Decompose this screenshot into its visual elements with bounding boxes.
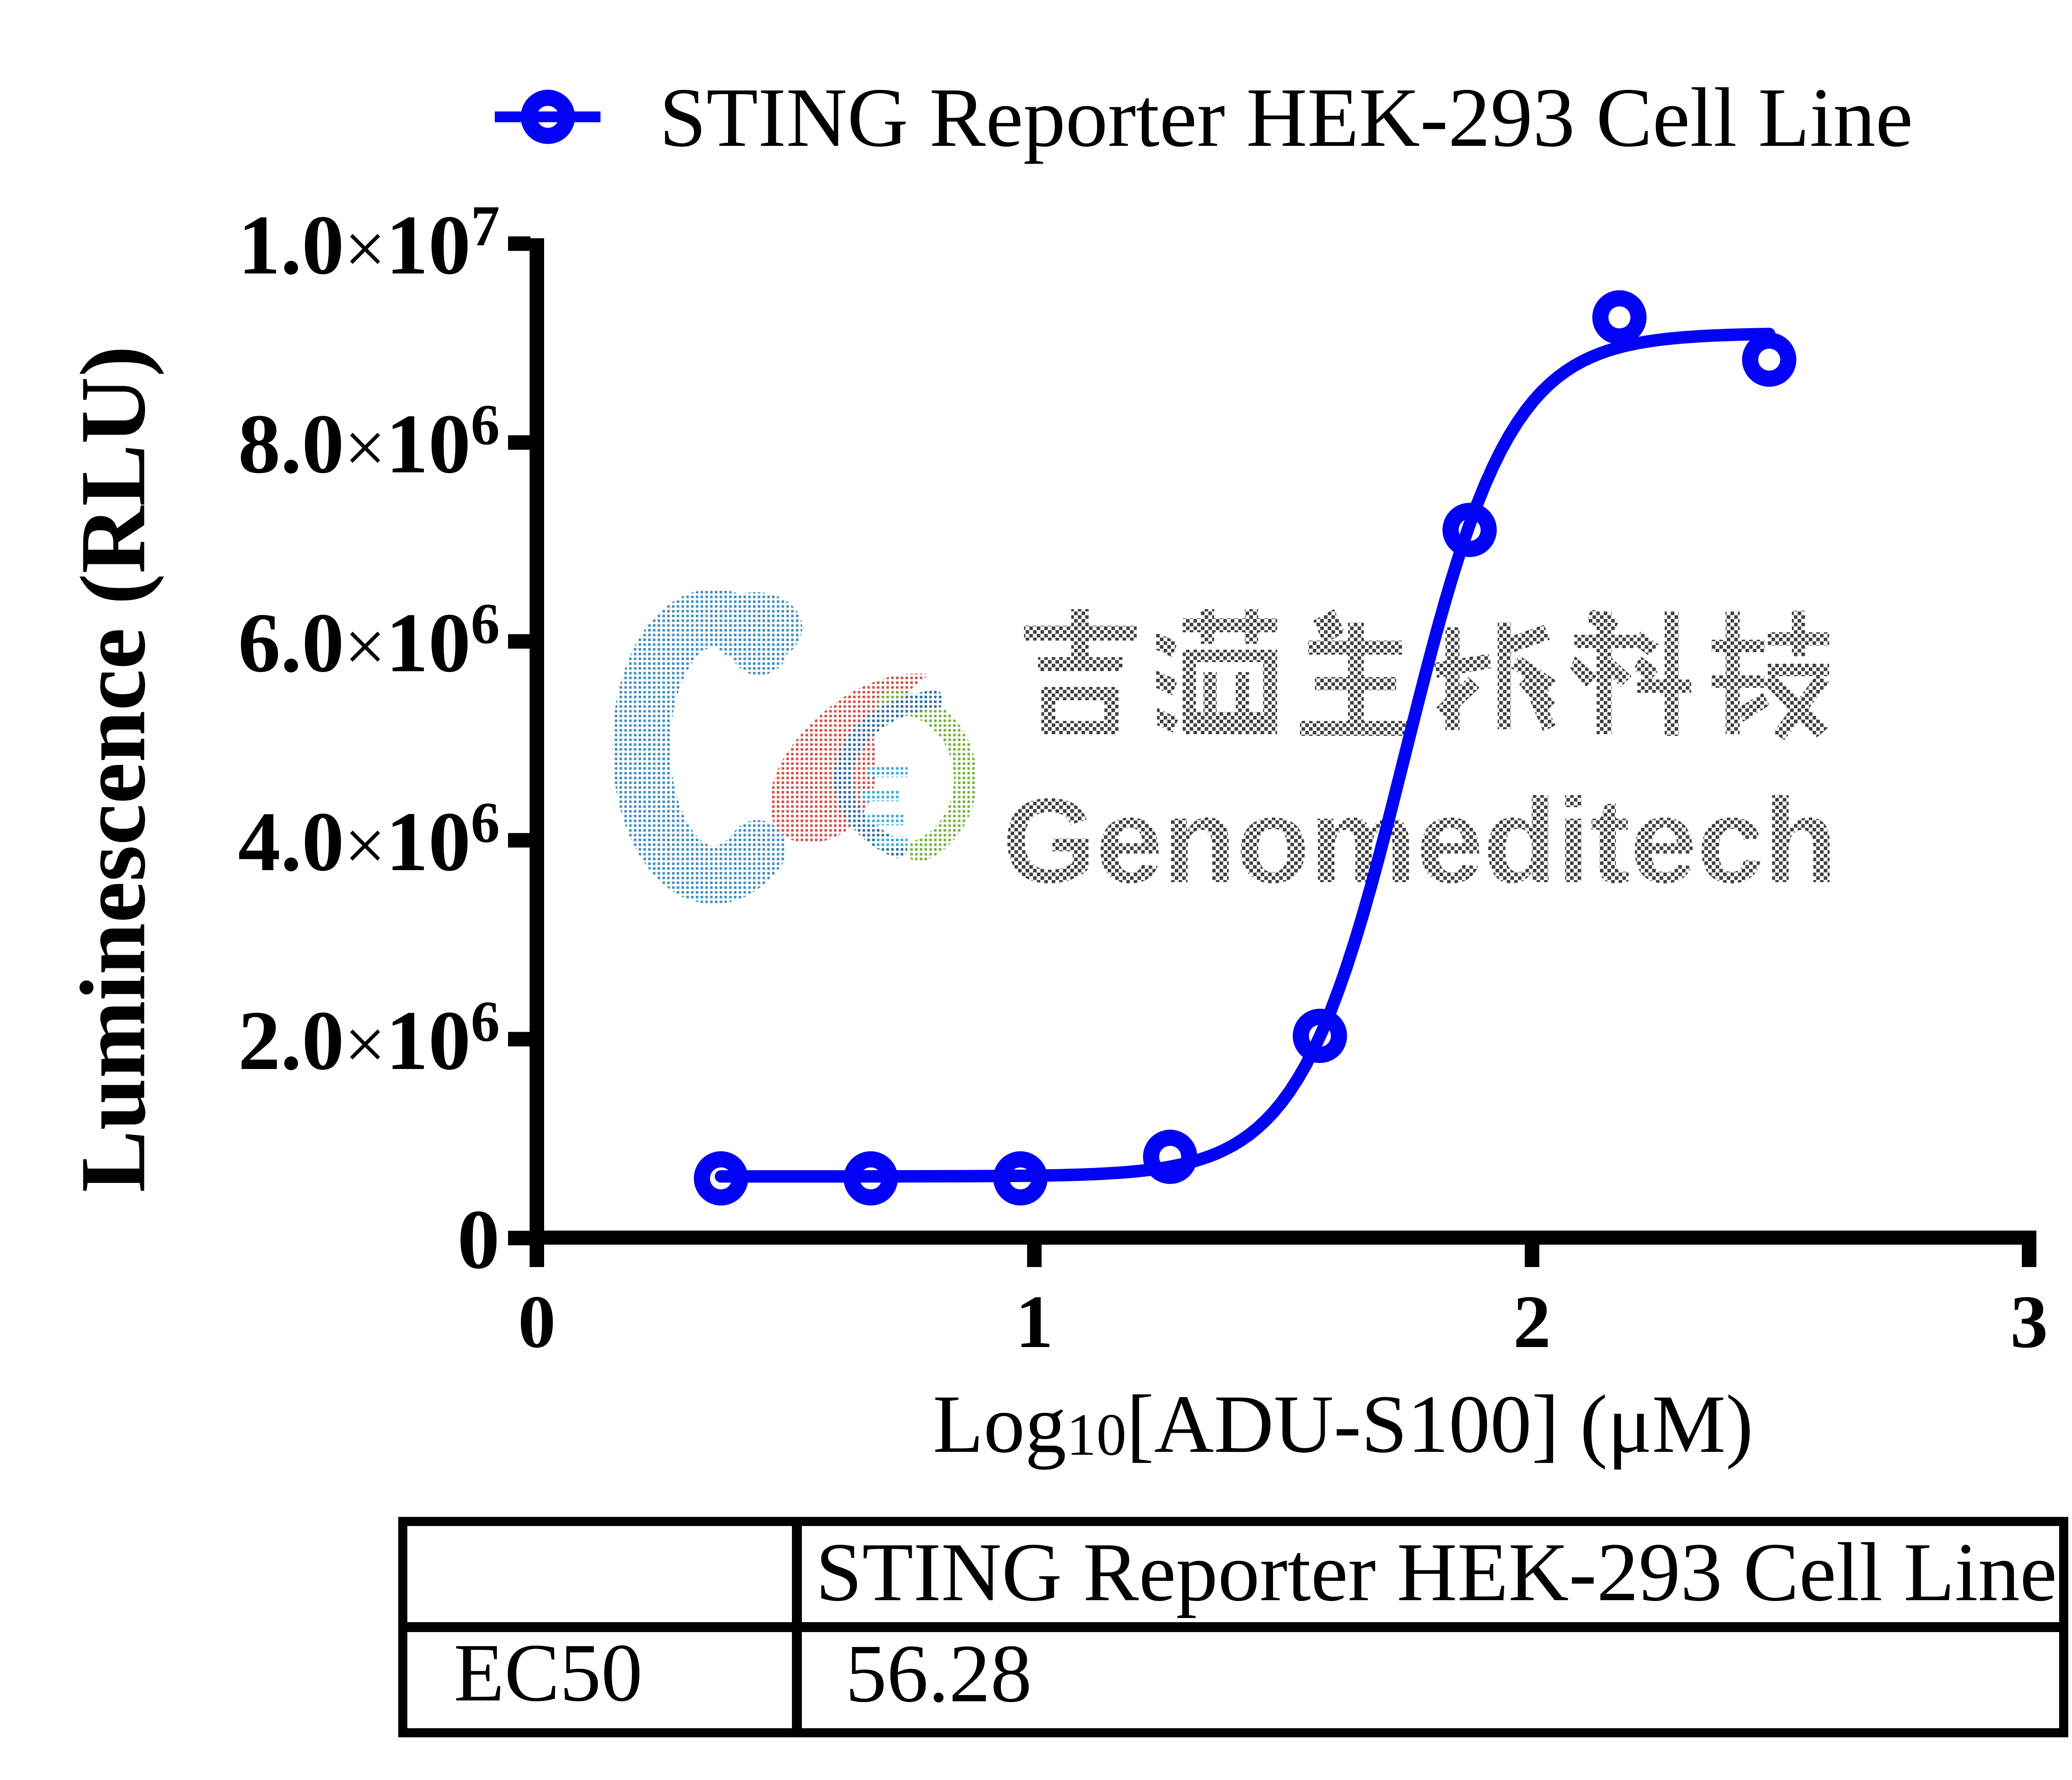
svg-text:56.28: 56.28 bbox=[845, 1628, 1032, 1720]
svg-text:STING Reporter HEK-293 Cell Li: STING Reporter HEK-293 Cell Line bbox=[816, 1526, 2057, 1618]
svg-text:EC50: EC50 bbox=[454, 1627, 643, 1719]
svg-text:1: 1 bbox=[1016, 1280, 1053, 1364]
svg-text:Luminescence (RLU): Luminescence (RLU) bbox=[61, 346, 165, 1192]
svg-text:STING Reporter HEK-293 Cell Li: STING Reporter HEK-293 Cell Line bbox=[659, 71, 1913, 164]
svg-text:Log10[ADU-S100] (μM): Log10[ADU-S100] (μM) bbox=[933, 1379, 1753, 1470]
svg-text:0: 0 bbox=[457, 1192, 500, 1287]
svg-text:6.0×106: 6.0×106 bbox=[238, 592, 500, 690]
svg-text:8.0×106: 8.0×106 bbox=[238, 393, 500, 491]
svg-text:3: 3 bbox=[2010, 1280, 2048, 1364]
svg-text:Genomeditech: Genomeditech bbox=[1002, 774, 1837, 908]
svg-text:4.0×106: 4.0×106 bbox=[238, 791, 500, 889]
svg-text:1.0×107: 1.0×107 bbox=[238, 194, 500, 292]
svg-text:2.0×106: 2.0×106 bbox=[238, 989, 500, 1088]
svg-text:2: 2 bbox=[1513, 1280, 1551, 1364]
svg-text:0: 0 bbox=[518, 1280, 556, 1364]
